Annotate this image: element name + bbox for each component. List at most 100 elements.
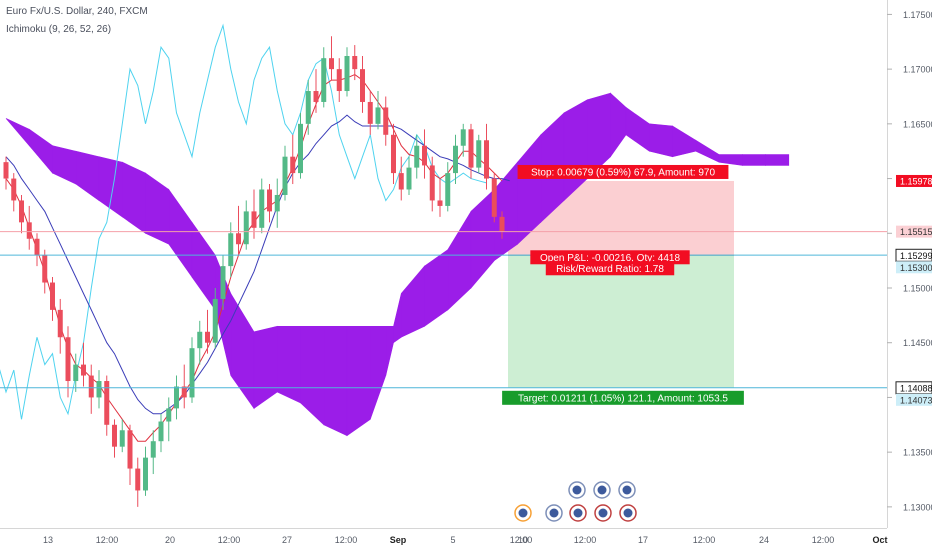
time-tick-label: 20 [165, 535, 175, 545]
price-tick-label: 1.13000 [903, 502, 932, 512]
time-tick-label: 12:00 [96, 535, 119, 545]
price-tick-label: 1.15000 [903, 284, 932, 294]
pnl-label-bg [530, 250, 690, 265]
time-tick-label: 12:00 [574, 535, 597, 545]
cloud-segment [300, 325, 325, 426]
cloud-segment [393, 293, 402, 344]
event-flag-icon [622, 485, 632, 495]
price-label-bg [896, 261, 932, 274]
candle [65, 337, 71, 382]
candle [143, 457, 148, 491]
candle [119, 430, 125, 447]
time-tick-label: 12:00 [510, 535, 533, 545]
cloud-segment [191, 221, 216, 311]
indicator-legend[interactable]: Ichimoku (9, 26, 52, 26) [6, 24, 112, 35]
event-flag-icon [598, 508, 608, 518]
time-tick-label: 12:00 [218, 535, 241, 545]
candle [321, 58, 327, 102]
candle [476, 140, 482, 168]
event-flag-icon [623, 508, 633, 518]
candle [197, 331, 203, 349]
candle [205, 331, 210, 343]
price-label: 1.15515 [900, 227, 932, 237]
candle [336, 69, 342, 92]
cloud-segment [346, 325, 371, 437]
candle [150, 441, 156, 458]
candle [181, 386, 187, 398]
event-flag-icon [573, 508, 583, 518]
cloud-segment [276, 325, 301, 404]
candle [127, 430, 133, 469]
stop-label-bg [517, 164, 729, 179]
time-tick-label: Oct [872, 535, 887, 545]
price-label: 1.14073 [900, 395, 932, 405]
candle [375, 107, 381, 124]
candle [468, 129, 474, 168]
candle [220, 266, 226, 299]
candle [166, 408, 172, 422]
price-label: 1.15299 [900, 251, 932, 261]
cloud-segment [323, 325, 348, 437]
cloud-segment [695, 139, 720, 163]
candle [391, 134, 396, 174]
candle [499, 216, 505, 232]
candle [19, 200, 24, 223]
event-flag-icon [549, 508, 559, 518]
candle [158, 421, 164, 442]
candle [243, 211, 249, 245]
time-tick-label: 27 [282, 535, 292, 545]
pnl-label: Open P&L: -0.00216, Qty: 4418 [540, 253, 681, 264]
stop-label: Stop: 0.00679 (0.59%) 67.9, Amount: 970 [531, 167, 715, 178]
cloud-segment [28, 128, 53, 174]
price-tick-label: 1.16500 [903, 119, 932, 129]
cloud-segment [625, 106, 650, 152]
cloud-segment [648, 123, 673, 158]
candle [383, 107, 389, 135]
cloud-segment [98, 156, 123, 218]
price-tick-label: 1.14500 [903, 338, 932, 348]
time-tick-label: 12:00 [812, 535, 835, 545]
candle [259, 189, 265, 228]
cloud-segment [369, 325, 387, 420]
candle [174, 386, 179, 409]
candle [484, 140, 489, 179]
candle [290, 156, 296, 174]
candle [445, 173, 451, 206]
position-zones [508, 180, 734, 388]
cloud-segment [230, 292, 255, 410]
candle [344, 56, 350, 92]
ichimoku-cloud [5, 92, 790, 437]
time-tick-label: 24 [759, 535, 769, 545]
cloud-segment [718, 154, 743, 166]
candle [112, 424, 117, 447]
cloud-segment [610, 92, 627, 158]
candle [135, 468, 141, 491]
price-label-bg [896, 393, 932, 406]
candle [50, 282, 55, 310]
price-tick-label: 1.17000 [903, 65, 932, 75]
candle [81, 364, 86, 376]
candle [398, 173, 404, 190]
target-label: Target: 0.01211 (1.05%) 121.1, Amount: 1… [518, 393, 728, 404]
candle [429, 165, 435, 201]
candle [305, 91, 311, 124]
ratio-label-bg [545, 261, 675, 276]
candle [34, 238, 40, 256]
candle [88, 375, 94, 398]
cloud-segment [447, 210, 472, 311]
cloud-segment [470, 188, 495, 289]
candle [437, 200, 443, 206]
cloud-segment [672, 125, 697, 158]
time-tick-label: 5 [450, 535, 455, 545]
candle [453, 145, 458, 174]
candle [11, 178, 17, 201]
target-label-bg [502, 390, 744, 405]
candle [282, 156, 288, 195]
price-label-bg [896, 174, 932, 187]
cloud-segment [385, 325, 394, 376]
symbol-legend[interactable]: Euro Fx/U.S. Dollar, 240, FXCM [6, 6, 148, 17]
candle [3, 162, 9, 179]
